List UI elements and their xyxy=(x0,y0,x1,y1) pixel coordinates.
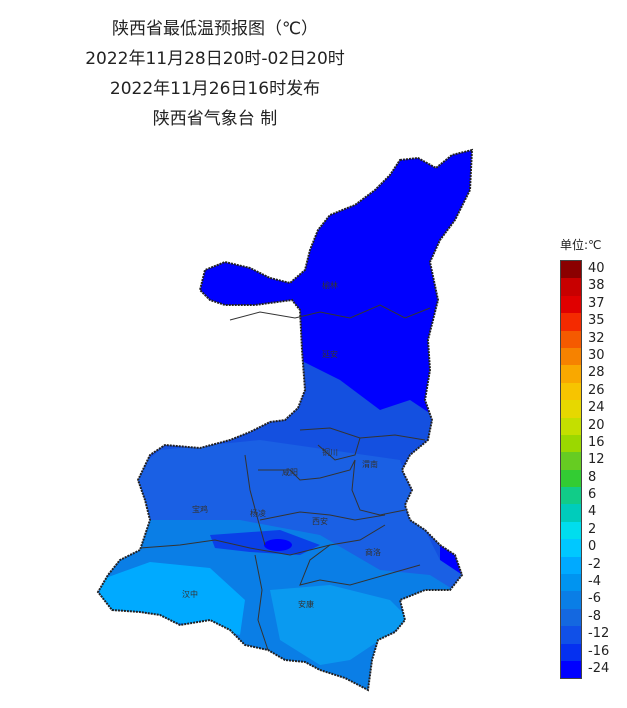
map-title-block: 陕西省最低温预报图（℃） 2022年11月28日20时-02日20时 2022年… xyxy=(0,14,430,134)
legend-labels: 40 38 37 35 32 30 28 26 24 20 16 12 8 6 4 2 0 -2 -4 -6 -8 -12… xyxy=(588,260,609,677)
legend-swatch xyxy=(561,400,581,418)
legend-label: 32 xyxy=(588,330,605,346)
legend-swatch xyxy=(561,278,581,296)
legend-label: 6 xyxy=(588,487,597,503)
legend-swatch xyxy=(561,556,581,575)
forecast-period: 2022年11月28日20时-02日20时 xyxy=(85,49,345,69)
boundary-weinan xyxy=(351,459,406,516)
legend-label: 16 xyxy=(588,434,605,450)
city-label-yulin: 榆林 xyxy=(322,280,338,290)
legend-label: 35 xyxy=(588,313,605,329)
legend-swatch xyxy=(561,347,581,366)
legend-label: 38 xyxy=(588,278,605,294)
boundary-yulin-yanan xyxy=(229,304,431,321)
city-label-baoji: 宝鸡 xyxy=(192,504,208,514)
legend-swatch xyxy=(561,434,581,453)
city-boundaries xyxy=(139,304,431,651)
legend-label: 4 xyxy=(588,504,597,520)
legend-swatch xyxy=(561,574,581,592)
legend-swatch xyxy=(561,469,581,488)
legend-label: -8 xyxy=(588,608,601,624)
legend-label: 40 xyxy=(588,261,605,276)
boundary-hanzhong-ankang xyxy=(254,554,269,651)
legend-swatch xyxy=(561,452,581,470)
legend-label: -4 xyxy=(588,574,601,590)
legend-label: -6 xyxy=(588,591,601,607)
city-label-hanzhong: 汉中 xyxy=(182,589,198,599)
legend-label: 28 xyxy=(588,365,605,381)
legend-label: 24 xyxy=(588,400,605,416)
fill-ankang-warm xyxy=(270,585,410,665)
legend-color-bar xyxy=(560,260,582,680)
city-label-tongchuan: 铜川 xyxy=(322,447,338,457)
legend-swatch xyxy=(561,261,581,279)
legend-swatch xyxy=(561,365,581,383)
city-label-shangluo: 商洛 xyxy=(365,547,381,557)
legend-swatch xyxy=(561,626,581,644)
fill-ridge-cold xyxy=(210,530,320,555)
legend-label: 0 xyxy=(588,539,597,555)
city-label-xianyang: 咸阳 xyxy=(282,467,298,477)
fill-qinling-cold xyxy=(264,539,292,551)
legend-swatch xyxy=(561,660,581,679)
city-label-xian: 西安 xyxy=(312,516,328,526)
city-label-weinan: 渭南 xyxy=(362,459,378,469)
boundary-qinling xyxy=(139,524,386,556)
boundary-xian-south xyxy=(259,511,386,521)
boundary-xianyang-xian xyxy=(258,459,356,481)
legend-label: 20 xyxy=(588,417,605,433)
map-title: 陕西省最低温预报图（℃） xyxy=(111,19,319,39)
legend-swatch xyxy=(561,643,581,661)
city-label-yangling: 杨凌 xyxy=(250,508,266,518)
boundary-baoji-xianyang xyxy=(244,454,266,546)
legend-label: 2 xyxy=(588,521,597,537)
legend-label: -12 xyxy=(588,626,610,642)
boundary-tongchuan xyxy=(317,437,361,461)
issue-time: 2022年11月26日16时发布 xyxy=(109,79,321,99)
city-label-ankang: 安康 xyxy=(298,599,314,609)
legend-swatch xyxy=(561,521,581,540)
legend-swatch xyxy=(561,417,581,435)
legend-swatch xyxy=(561,313,581,331)
legend-label: 12 xyxy=(588,452,605,468)
legend-swatch xyxy=(561,539,581,557)
legend-swatch xyxy=(561,487,581,505)
boundary-ankang-shangluo xyxy=(299,544,421,586)
temperature-fill xyxy=(98,150,472,690)
province-border xyxy=(96,148,474,692)
legend-label: 26 xyxy=(588,382,605,398)
legend-swatch xyxy=(561,504,581,522)
city-label-yanan: 延安 xyxy=(322,349,338,359)
legend-swatch xyxy=(561,608,581,627)
legend-swatch xyxy=(561,295,581,314)
issuer: 陕西省气象台 制 xyxy=(152,109,278,129)
legend-label: -2 xyxy=(588,556,601,572)
legend-swatch xyxy=(561,382,581,401)
legend-title: 单位:℃ xyxy=(560,238,602,252)
legend-swatch xyxy=(561,330,581,348)
legend-label: 30 xyxy=(588,347,605,363)
legend-label: -24 xyxy=(588,660,610,676)
city-labels: 榆林 延安 铜川 渭南 咸阳 宝鸡 杨凌 西安 商洛 汉中 安康 xyxy=(182,280,381,609)
legend-label: 8 xyxy=(588,469,597,485)
fill-hanzhong-warm xyxy=(100,562,245,635)
legend-swatch xyxy=(561,591,581,609)
legend-label: -16 xyxy=(588,643,610,659)
legend-label: 37 xyxy=(588,295,605,311)
